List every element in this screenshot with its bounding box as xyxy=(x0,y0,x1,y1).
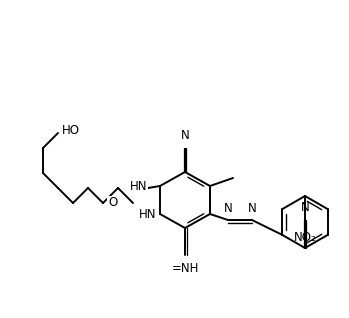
Text: HO: HO xyxy=(62,123,80,136)
Text: N: N xyxy=(181,129,190,142)
Text: N: N xyxy=(300,201,309,214)
Text: O: O xyxy=(108,197,117,210)
Text: =NH: =NH xyxy=(171,262,199,275)
Text: N: N xyxy=(224,202,232,215)
Text: N: N xyxy=(248,202,257,215)
Text: NO₂: NO₂ xyxy=(294,231,317,244)
Text: HN: HN xyxy=(129,179,147,192)
Text: HN: HN xyxy=(139,208,156,220)
